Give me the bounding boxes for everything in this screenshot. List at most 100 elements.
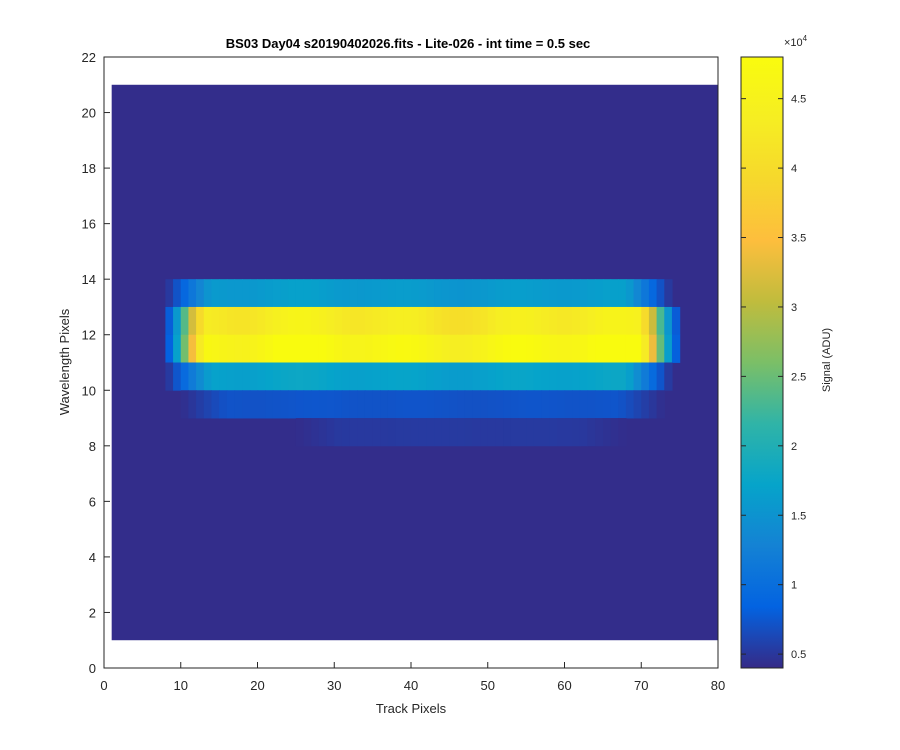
heatmap-cell — [349, 306, 358, 336]
heatmap-cell — [457, 279, 466, 308]
heatmap-cell — [173, 279, 182, 308]
heatmap-cell — [441, 279, 450, 308]
heatmap-cell — [196, 306, 205, 336]
heatmap-cell — [411, 279, 420, 308]
heatmap-cell — [449, 418, 458, 447]
heatmap-cell — [334, 390, 343, 419]
heatmap-cell — [242, 390, 251, 419]
heatmap-cell — [487, 418, 497, 447]
heatmap-cell — [602, 279, 612, 308]
heatmap-cell — [541, 306, 550, 336]
heatmap-cell — [387, 362, 397, 391]
heatmap-cell — [318, 334, 328, 363]
heatmap-cell — [449, 390, 458, 419]
heatmap-cell — [311, 390, 320, 419]
heatmap-cell — [219, 390, 228, 419]
heatmap-cell — [464, 279, 473, 308]
heatmap-cell — [510, 334, 520, 363]
y-tick-label: 22 — [82, 50, 96, 65]
heatmap-cell — [434, 306, 443, 336]
heatmap-cell — [556, 390, 566, 419]
heatmap-cell — [357, 306, 366, 336]
heatmap-cell — [671, 334, 681, 363]
heatmap-cell — [495, 390, 504, 419]
heatmap-cell — [341, 306, 351, 336]
heatmap-cell — [587, 334, 596, 363]
heatmap-cell — [295, 334, 305, 363]
heatmap-cell — [480, 306, 489, 336]
heatmap-cell — [403, 306, 412, 336]
heatmap-cell — [556, 418, 566, 447]
heatmap-cell — [480, 390, 489, 419]
heatmap-cell — [234, 279, 243, 308]
heatmap-cell — [426, 418, 435, 447]
heatmap-cell — [418, 390, 427, 419]
heatmap-cell — [380, 390, 389, 419]
heatmap-cell — [526, 418, 535, 447]
heatmap-cell — [395, 279, 404, 308]
heatmap-cell — [395, 362, 404, 391]
heatmap-cell — [595, 418, 604, 447]
heatmap-cell — [426, 390, 435, 419]
heatmap-cell — [602, 390, 612, 419]
heatmap-cell — [595, 362, 604, 391]
heatmap-cell — [510, 306, 520, 336]
heatmap-cell — [295, 390, 305, 419]
heatmap-cell — [226, 362, 236, 391]
heatmap-cell — [265, 279, 274, 308]
heatmap-cell — [472, 306, 481, 336]
x-tick-label: 80 — [711, 678, 725, 693]
heatmap-cell — [326, 306, 335, 336]
heatmap-cell — [572, 390, 581, 419]
heatmap-cell — [234, 306, 243, 336]
heatmap-cell — [211, 279, 220, 308]
heatmap-cell — [664, 362, 673, 391]
heatmap-cell — [518, 334, 527, 363]
heatmap-cell — [587, 390, 596, 419]
heatmap-cell — [671, 306, 681, 336]
heatmap-cell — [203, 306, 213, 336]
y-tick-label: 18 — [82, 161, 96, 176]
heatmap-cell — [395, 334, 404, 363]
heatmap-cell — [572, 362, 581, 391]
heatmap-cell — [311, 334, 320, 363]
heatmap-cell — [234, 362, 243, 391]
heatmap-cell — [318, 390, 328, 419]
heatmap-cell — [265, 362, 274, 391]
heatmap-cell — [226, 306, 236, 336]
heatmap-cell — [165, 362, 174, 391]
colorbar: 0.5 1 1.5 2 2.5 3 3.5 4 4.5 ×104 Signal (ADU) — [740, 34, 833, 669]
heatmap-cell — [625, 306, 635, 336]
heatmap-cell — [426, 362, 435, 391]
x-axis-ticks: 0 10 20 30 40 50 60 70 80 — [100, 662, 725, 693]
heatmap-cell — [526, 279, 535, 308]
heatmap-cell — [249, 334, 259, 363]
heatmap-cell — [564, 418, 573, 447]
heatmap-cell — [165, 279, 174, 308]
y-tick-label: 14 — [82, 272, 96, 287]
heatmap-cell — [326, 334, 335, 363]
heatmap-cell — [633, 362, 642, 391]
heatmap-cell — [349, 362, 358, 391]
heatmap-cell — [495, 334, 504, 363]
heatmap-cell — [326, 390, 335, 419]
heatmap-cell — [272, 334, 282, 363]
heatmap-cell — [541, 334, 550, 363]
heatmap-cell — [411, 418, 420, 447]
heatmap-cell — [503, 362, 512, 391]
colorbar-tick-label: 4 — [791, 163, 797, 175]
y-tick-label: 8 — [89, 439, 96, 454]
heatmap-cell — [196, 279, 205, 308]
heatmap-cell — [572, 306, 581, 336]
heatmap-cell — [579, 334, 589, 363]
heatmap-cell — [464, 390, 473, 419]
heatmap-cell — [648, 334, 658, 363]
heatmap-cell — [295, 279, 305, 308]
heatmap-cell — [249, 390, 259, 419]
heatmap-cell — [472, 334, 481, 363]
heatmap-cell — [257, 306, 266, 336]
heatmap-cell — [464, 306, 473, 336]
heatmap-cell — [503, 334, 512, 363]
heatmap-cell — [434, 334, 443, 363]
heatmap-cell — [219, 306, 228, 336]
